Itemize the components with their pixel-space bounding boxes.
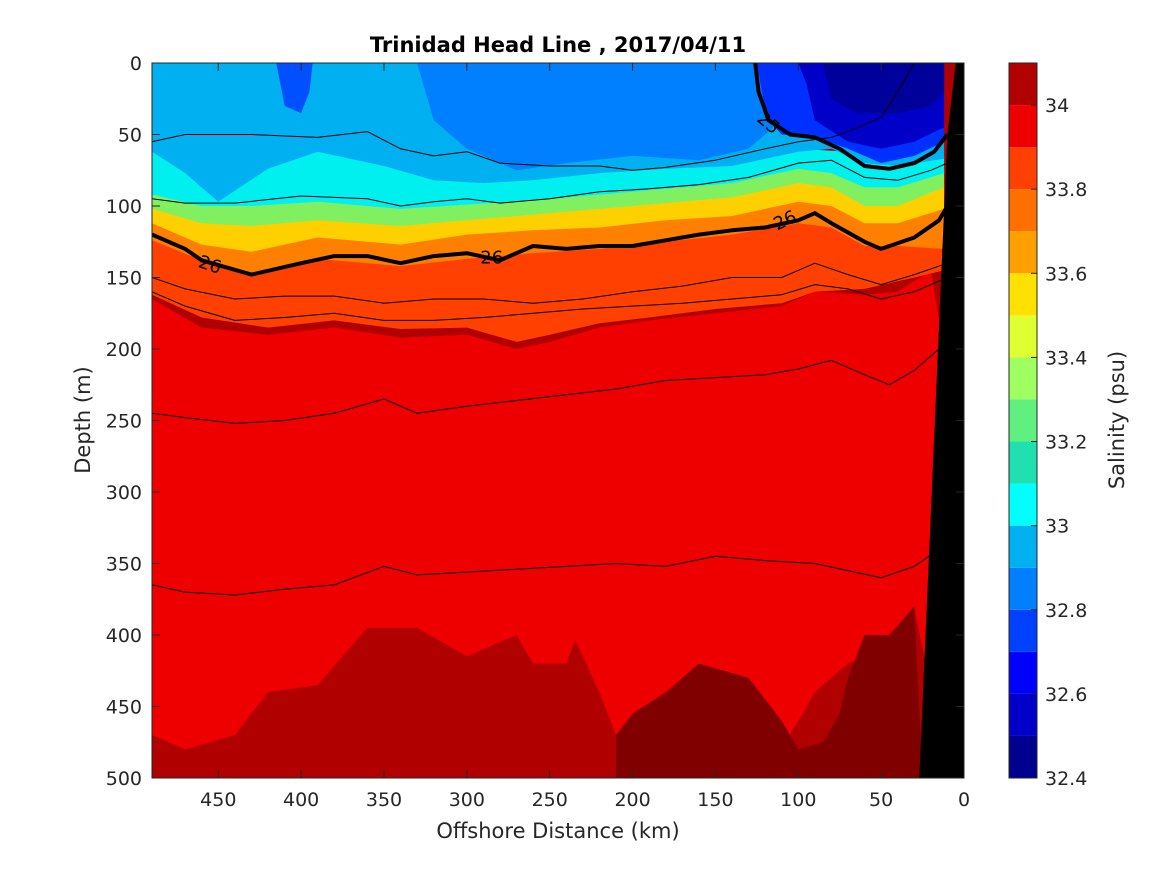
colorbar-level: [1009, 63, 1037, 106]
colorbar-title: Salinity (psu): [1105, 351, 1129, 489]
salinity-region-deepest: [616, 606, 923, 778]
salinity-region-mid-water-lower: [152, 434, 583, 750]
colorbar-tick-label: 34: [1045, 95, 1069, 117]
colorbar-level: [1009, 357, 1037, 400]
x-tick-label: 200: [614, 789, 650, 811]
x-axis-ticks: 450 400 350 300 250 200 150 100 50 0: [200, 63, 970, 811]
isopycnal-line-2: [152, 63, 915, 171]
x-tick-label: 100: [780, 789, 816, 811]
salinity-region-cyan-band: [152, 148, 945, 209]
colorbar-level: [1009, 525, 1037, 568]
x-axis-title: Offshore Distance (km): [436, 819, 679, 843]
x-tick-label: 250: [532, 789, 568, 811]
x-tick-label: 300: [449, 789, 485, 811]
density-contour-lines: [152, 63, 950, 596]
salinity-region-yellow-band: [152, 180, 945, 252]
isopycnal-25-line: [753, 63, 949, 171]
y-tick-label: 400: [106, 625, 142, 647]
y-tick-label: 0: [130, 53, 142, 75]
x-tick-label: 150: [697, 789, 733, 811]
y-tick-label: 350: [106, 554, 142, 576]
colorbar-level: [1009, 651, 1037, 694]
chart-title: Trinidad Head Line , 2017/04/11: [370, 33, 746, 57]
bathymetry-mask: [919, 63, 964, 778]
y-axis-ticks: 0 50 100 150 200 250 300 350 400 450 500: [106, 53, 964, 790]
colorbar-tick-label: 32.4: [1045, 768, 1087, 790]
salinity-region-blue-streak: [276, 63, 313, 114]
y-tick-label: 450: [106, 697, 142, 719]
isopycnal-line-7: [152, 548, 940, 596]
colorbar-level: [1009, 315, 1037, 358]
salinity-filled-contours: [152, 63, 964, 778]
colorbar: [1009, 63, 1037, 778]
y-tick-label: 50: [118, 125, 142, 147]
salinity-region-mid-water: [152, 270, 948, 778]
y-tick-label: 300: [106, 482, 142, 504]
salinity-region-coastal-core: [823, 63, 945, 114]
y-tick-label: 150: [106, 268, 142, 290]
colorbar-level: [1009, 273, 1037, 316]
salinity-region-blue-patch: [417, 63, 782, 171]
salinity-region-pycnocline-orange: [152, 220, 945, 342]
y-axis-title: Depth (m): [71, 366, 95, 473]
colorbar-level: [1009, 189, 1037, 232]
colorbar-level: [1009, 609, 1037, 652]
y-tick-label: 500: [106, 768, 142, 790]
colorbar-level: [1009, 147, 1037, 190]
isopycnal-26-line: [152, 204, 950, 277]
colorbar-tick-label: 33.8: [1045, 179, 1087, 201]
isopycnal-line-6: [152, 348, 940, 424]
colorbar-frame: [1008, 62, 1038, 779]
x-tick-label: 400: [283, 789, 319, 811]
colorbar-level: [1009, 105, 1037, 148]
colorbar-level: [1009, 735, 1037, 778]
colorbar-level: [1009, 693, 1037, 736]
colorbar-tick-label: 32.8: [1045, 600, 1087, 622]
colorbar-tick-label: 33.4: [1045, 347, 1087, 369]
colorbar-ticks: 34 33.8 33.6 33.4 33.2 33 32.8 32.6 32.4: [1031, 95, 1087, 790]
y-tick-label: 100: [106, 196, 142, 218]
colorbar-tick-label: 32.6: [1045, 684, 1087, 706]
y-tick-label: 250: [106, 411, 142, 433]
x-tick-label: 450: [200, 789, 236, 811]
colorbar-tick-label: 33: [1045, 516, 1069, 538]
colorbar-level: [1009, 441, 1037, 484]
isopycnal-line-4: [152, 262, 948, 304]
colorbar-level: [1009, 567, 1037, 610]
colorbar-tick-label: 33.2: [1045, 432, 1087, 454]
y-tick-label: 200: [106, 339, 142, 361]
colorbar-level: [1009, 399, 1037, 442]
colorbar-level: [1009, 231, 1037, 274]
salinity-region-green-band: [152, 166, 945, 226]
contour-label-26: 26: [480, 247, 503, 268]
x-tick-label: 0: [958, 789, 970, 811]
colorbar-level: [1009, 483, 1037, 526]
isopycnal-line-3: [152, 159, 948, 207]
colorbar-tick-label: 33.6: [1045, 263, 1087, 285]
x-tick-label: 50: [869, 789, 893, 811]
x-tick-label: 350: [366, 789, 402, 811]
isopycnal-line-5: [152, 277, 948, 321]
